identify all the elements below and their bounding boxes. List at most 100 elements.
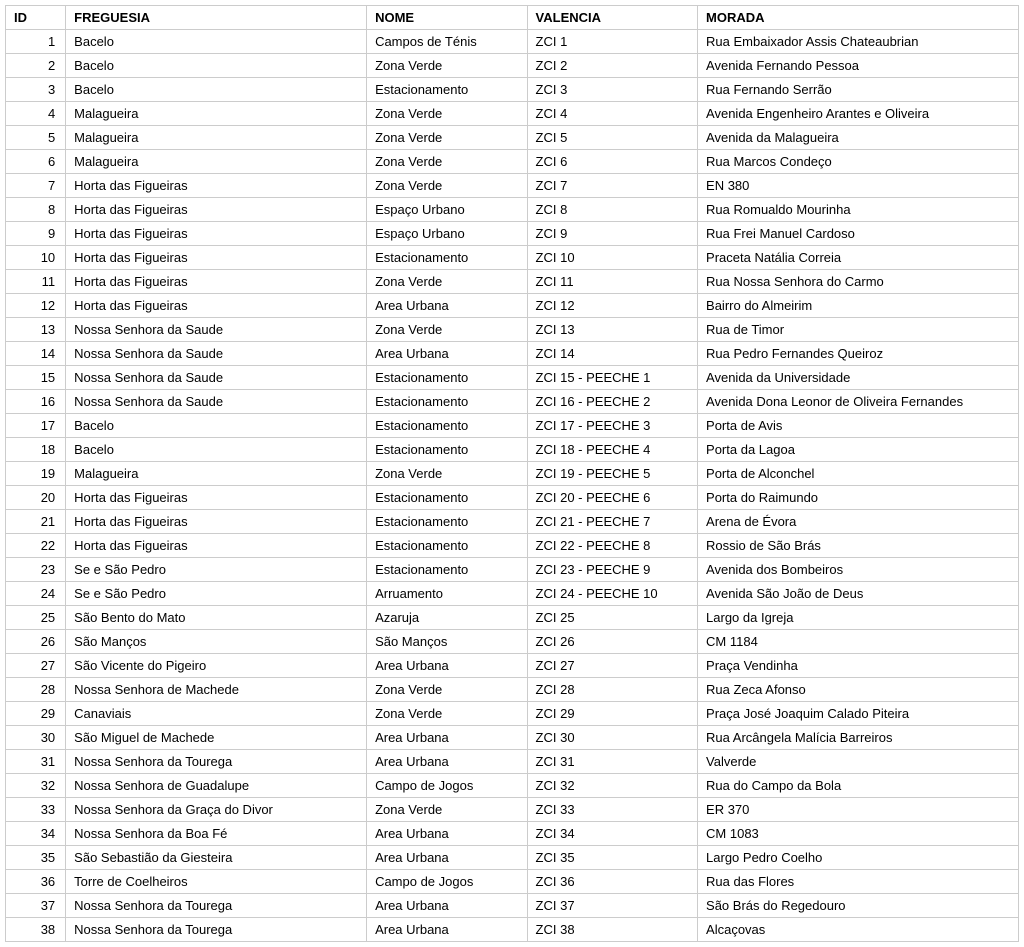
cell-id: 25 [6, 606, 66, 630]
cell-nome: Campo de Jogos [367, 870, 527, 894]
cell-nome: Zona Verde [367, 102, 527, 126]
cell-freguesia: São Sebastião da Giesteira [66, 846, 367, 870]
cell-freguesia: Nossa Senhora da Boa Fé [66, 822, 367, 846]
cell-nome: Area Urbana [367, 342, 527, 366]
cell-id: 3 [6, 78, 66, 102]
cell-freguesia: Bacelo [66, 54, 367, 78]
cell-id: 2 [6, 54, 66, 78]
cell-freguesia: Torre de Coelheiros [66, 870, 367, 894]
cell-nome: Estacionamento [367, 534, 527, 558]
cell-valencia: ZCI 28 [527, 678, 698, 702]
cell-morada: Rua Pedro Fernandes Queiroz [698, 342, 1019, 366]
cell-morada: Praceta Natália Correia [698, 246, 1019, 270]
table-row: 1BaceloCampos de TénisZCI 1Rua Embaixado… [6, 30, 1019, 54]
cell-valencia: ZCI 11 [527, 270, 698, 294]
cell-valencia: ZCI 32 [527, 774, 698, 798]
table-row: 21Horta das FigueirasEstacionamentoZCI 2… [6, 510, 1019, 534]
cell-morada: Avenida São João de Deus [698, 582, 1019, 606]
cell-valencia: ZCI 34 [527, 822, 698, 846]
cell-valencia: ZCI 1 [527, 30, 698, 54]
cell-freguesia: Bacelo [66, 78, 367, 102]
cell-valencia: ZCI 2 [527, 54, 698, 78]
cell-morada: Avenida Fernando Pessoa [698, 54, 1019, 78]
cell-morada: Porta de Alconchel [698, 462, 1019, 486]
cell-id: 23 [6, 558, 66, 582]
cell-morada: Rua Frei Manuel Cardoso [698, 222, 1019, 246]
cell-nome: Estacionamento [367, 414, 527, 438]
cell-morada: Rua Fernando Serrão [698, 78, 1019, 102]
cell-freguesia: Horta das Figueiras [66, 198, 367, 222]
cell-freguesia: Horta das Figueiras [66, 486, 367, 510]
cell-morada: Avenida Dona Leonor de Oliveira Fernande… [698, 390, 1019, 414]
cell-nome: Azaruja [367, 606, 527, 630]
table-row: 31Nossa Senhora da TouregaArea UrbanaZCI… [6, 750, 1019, 774]
cell-nome: Arruamento [367, 582, 527, 606]
cell-nome: Espaço Urbano [367, 198, 527, 222]
table-row: 16Nossa Senhora da SaudeEstacionamentoZC… [6, 390, 1019, 414]
cell-morada: Rua de Timor [698, 318, 1019, 342]
cell-valencia: ZCI 13 [527, 318, 698, 342]
cell-freguesia: Nossa Senhora de Guadalupe [66, 774, 367, 798]
cell-freguesia: Nossa Senhora da Saude [66, 318, 367, 342]
cell-nome: Zona Verde [367, 318, 527, 342]
table-row: 14Nossa Senhora da SaudeArea UrbanaZCI 1… [6, 342, 1019, 366]
cell-freguesia: Nossa Senhora da Tourega [66, 918, 367, 942]
cell-morada: EN 380 [698, 174, 1019, 198]
cell-valencia: ZCI 9 [527, 222, 698, 246]
table-row: 13Nossa Senhora da SaudeZona VerdeZCI 13… [6, 318, 1019, 342]
cell-freguesia: Nossa Senhora de Machede [66, 678, 367, 702]
table-row: 34Nossa Senhora da Boa FéArea UrbanaZCI … [6, 822, 1019, 846]
table-row: 15Nossa Senhora da SaudeEstacionamentoZC… [6, 366, 1019, 390]
header-row: ID FREGUESIA NOME VALENCIA MORADA [6, 6, 1019, 30]
cell-id: 13 [6, 318, 66, 342]
header-morada: MORADA [698, 6, 1019, 30]
cell-id: 12 [6, 294, 66, 318]
cell-morada: Porta da Lagoa [698, 438, 1019, 462]
cell-id: 29 [6, 702, 66, 726]
cell-id: 5 [6, 126, 66, 150]
cell-freguesia: Nossa Senhora da Saude [66, 342, 367, 366]
table-row: 2BaceloZona VerdeZCI 2Avenida Fernando P… [6, 54, 1019, 78]
cell-id: 11 [6, 270, 66, 294]
cell-valencia: ZCI 7 [527, 174, 698, 198]
cell-id: 22 [6, 534, 66, 558]
cell-valencia: ZCI 17 - PEECHE 3 [527, 414, 698, 438]
table-row: 38Nossa Senhora da TouregaArea UrbanaZCI… [6, 918, 1019, 942]
cell-morada: São Brás do Regedouro [698, 894, 1019, 918]
cell-freguesia: São Vicente do Pigeiro [66, 654, 367, 678]
cell-morada: Porta de Avis [698, 414, 1019, 438]
cell-freguesia: Se e São Pedro [66, 582, 367, 606]
cell-id: 37 [6, 894, 66, 918]
cell-valencia: ZCI 33 [527, 798, 698, 822]
cell-freguesia: São Manços [66, 630, 367, 654]
table-row: 29CanaviaisZona VerdeZCI 29Praça José Jo… [6, 702, 1019, 726]
table-row: 7Horta das FigueirasZona VerdeZCI 7EN 38… [6, 174, 1019, 198]
table-row: 17BaceloEstacionamentoZCI 17 - PEECHE 3P… [6, 414, 1019, 438]
cell-morada: ER 370 [698, 798, 1019, 822]
cell-valencia: ZCI 3 [527, 78, 698, 102]
cell-id: 20 [6, 486, 66, 510]
cell-morada: Rua Marcos Condeço [698, 150, 1019, 174]
cell-freguesia: Bacelo [66, 30, 367, 54]
cell-valencia: ZCI 36 [527, 870, 698, 894]
header-nome: NOME [367, 6, 527, 30]
cell-nome: Estacionamento [367, 438, 527, 462]
cell-nome: Zona Verde [367, 798, 527, 822]
table-row: 8Horta das FigueirasEspaço UrbanoZCI 8Ru… [6, 198, 1019, 222]
cell-freguesia: Nossa Senhora da Saude [66, 390, 367, 414]
cell-valencia: ZCI 14 [527, 342, 698, 366]
cell-id: 32 [6, 774, 66, 798]
table-row: 24Se e São PedroArruamentoZCI 24 - PEECH… [6, 582, 1019, 606]
table-row: 20Horta das FigueirasEstacionamentoZCI 2… [6, 486, 1019, 510]
cell-freguesia: Bacelo [66, 414, 367, 438]
cell-freguesia: Bacelo [66, 438, 367, 462]
cell-morada: CM 1083 [698, 822, 1019, 846]
cell-nome: Area Urbana [367, 846, 527, 870]
cell-freguesia: Malagueira [66, 126, 367, 150]
cell-valencia: ZCI 5 [527, 126, 698, 150]
cell-freguesia: Se e São Pedro [66, 558, 367, 582]
table-row: 3BaceloEstacionamentoZCI 3Rua Fernando S… [6, 78, 1019, 102]
cell-nome: Campo de Jogos [367, 774, 527, 798]
cell-nome: Estacionamento [367, 78, 527, 102]
cell-id: 26 [6, 630, 66, 654]
